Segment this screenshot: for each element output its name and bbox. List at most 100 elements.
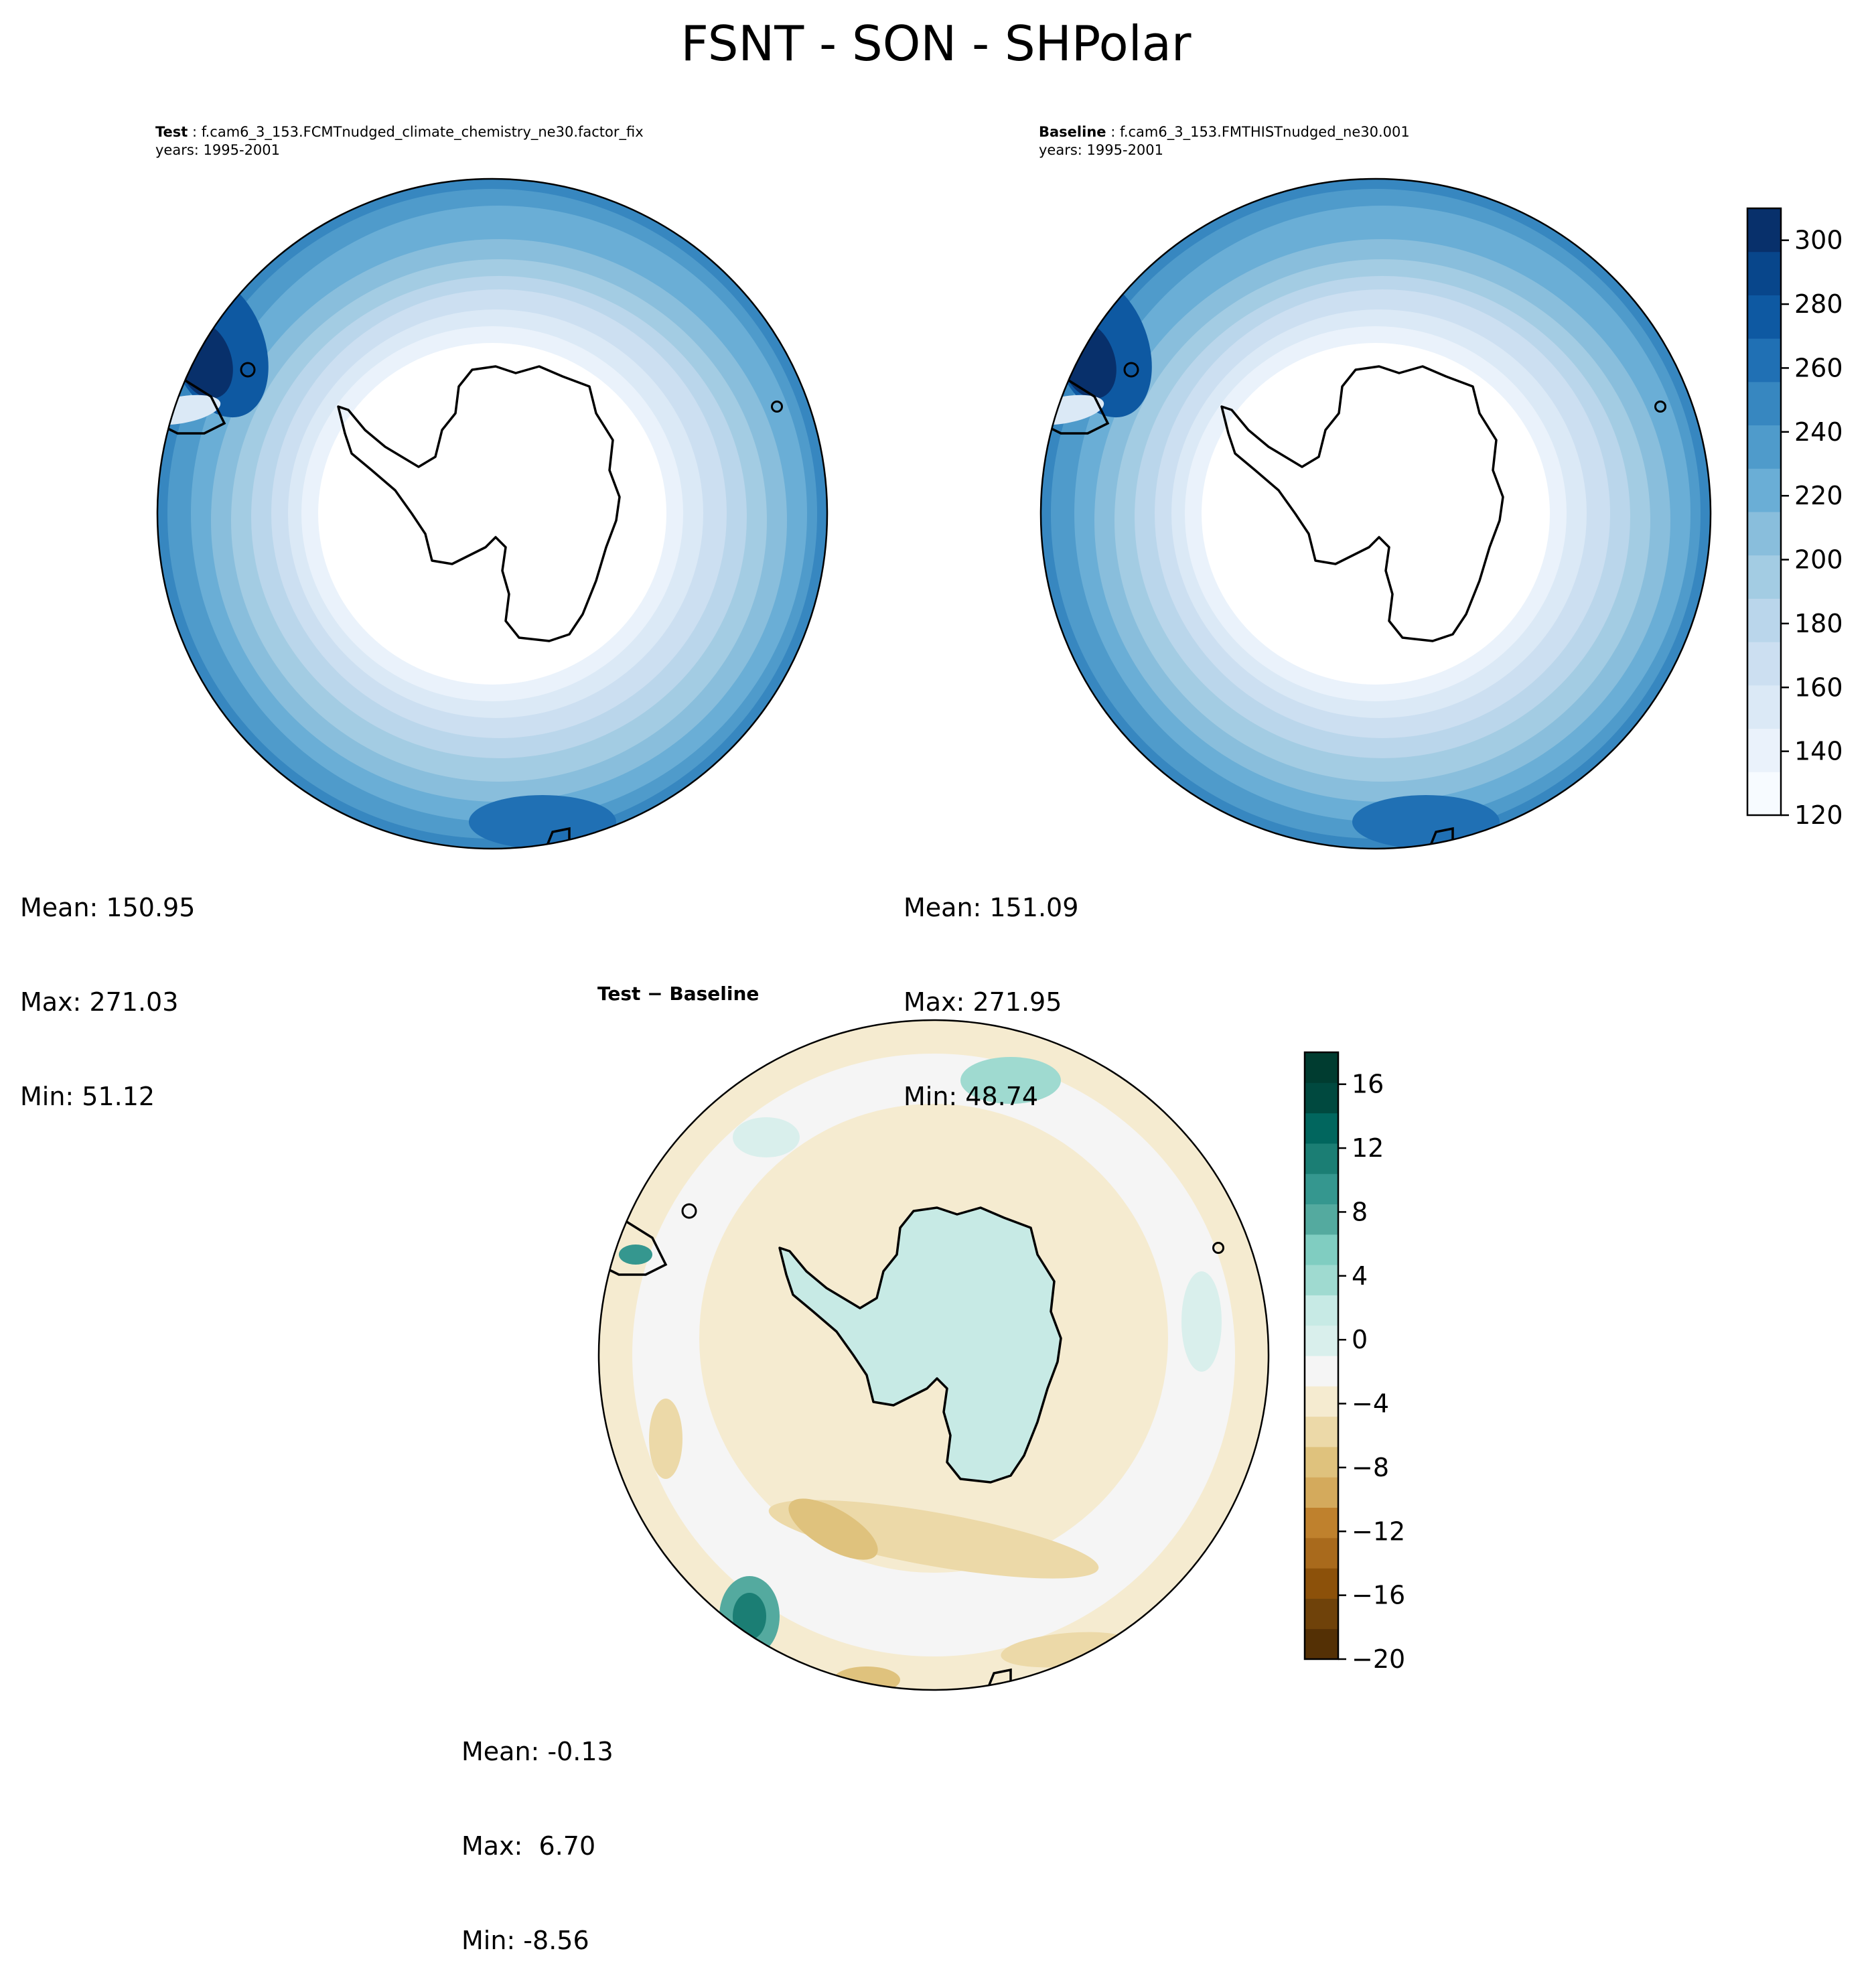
- colorbar-band-0: [1747, 772, 1781, 816]
- island-coastline: [771, 401, 783, 413]
- colorbar-band-5: [1305, 1477, 1338, 1508]
- map-boundary: [597, 1019, 1270, 1691]
- contour-band-8: [318, 343, 666, 685]
- colorbar-band-2: [1747, 685, 1781, 729]
- colorbar-band-8: [1747, 425, 1781, 469]
- colorbar-band-2: [1305, 1568, 1338, 1599]
- colorbar-tick-label: −12: [1352, 1516, 1405, 1546]
- contour-patch-2: [1352, 795, 1500, 849]
- colorbar-tick-label: 4: [1352, 1261, 1368, 1291]
- colorbar-tick-label: 200: [1794, 545, 1843, 575]
- map-boundary: [156, 178, 829, 850]
- colorbar-band-4: [1305, 1507, 1338, 1539]
- colorbar-band-19: [1305, 1052, 1338, 1083]
- baseline-min: Min: 48.74: [904, 1082, 1039, 1111]
- colorbar-tick-label: 160: [1794, 672, 1843, 702]
- colorbar-tick-label: 120: [1794, 800, 1843, 830]
- colorbar-band-12: [1747, 251, 1781, 295]
- colorbar-band-9: [1305, 1356, 1338, 1387]
- diff-panel-title: Test − Baseline: [597, 983, 760, 1005]
- test-label: Test: [155, 124, 188, 140]
- baseline-mean: Mean: 151.09: [904, 893, 1079, 922]
- island-coastline: [240, 362, 256, 378]
- island-coastline: [1123, 362, 1139, 378]
- baseline-max: Max: 271.95: [904, 987, 1062, 1017]
- contour-patch-8: [733, 1117, 800, 1157]
- colorbar-tick-label: −20: [1352, 1644, 1405, 1674]
- antarctica-coastline: [778, 1206, 1062, 1484]
- colorbar-tick-label: 8: [1352, 1197, 1368, 1226]
- colorbar-tick-label: 220: [1794, 481, 1843, 510]
- contour-patch-10: [833, 1666, 900, 1690]
- colorbar-tick-label: 260: [1794, 353, 1843, 382]
- test-min: Min: 51.12: [20, 1082, 155, 1111]
- contour-patch-5: [788, 1498, 878, 1560]
- colorbar-band-7: [1305, 1416, 1338, 1447]
- colorbar-band-7: [1747, 468, 1781, 512]
- contour-patch-9: [1181, 1271, 1222, 1372]
- colorbar-tick-label: 180: [1794, 609, 1843, 638]
- colorbar-frame: [1746, 207, 1782, 816]
- baseline-label: Baseline: [1039, 124, 1106, 140]
- island-coastline: [1212, 1242, 1224, 1254]
- colorbar-band-1: [1305, 1598, 1338, 1630]
- contour-patch-2: [469, 795, 616, 849]
- colorbar-tick-label: 16: [1352, 1070, 1384, 1099]
- colorbar-band-10: [1747, 338, 1781, 382]
- colorbar-brbg: −20 −16 −12 −8 −4 0 4 8 12 16: [1303, 1051, 1405, 1674]
- baseline-stats: Mean: 151.09 Max: 271.95 Min: 48.74: [904, 829, 1078, 1144]
- australia-coastline: [545, 827, 571, 849]
- diff-min: Min: -8.56: [461, 1926, 589, 1955]
- contour-patch-6: [649, 1399, 682, 1479]
- diff-max: Max: 6.70: [461, 1831, 596, 1861]
- test-panel-header: Test : f.cam6_3_153.FCMTnudged_climate_c…: [155, 124, 644, 158]
- colorbar-frame: [1303, 1051, 1340, 1660]
- colorbar-band-18: [1305, 1082, 1338, 1114]
- colorbar-tick-label: −8: [1352, 1453, 1389, 1482]
- colorbar-band-15: [1305, 1174, 1338, 1204]
- diff-map: [597, 1019, 1270, 1691]
- colorbar-band-11: [1305, 1295, 1338, 1326]
- island-coastline: [681, 1203, 697, 1219]
- colorbar-band-3: [1747, 642, 1781, 686]
- diff-mean: Mean: -0.13: [461, 1737, 614, 1766]
- antarctica-coastline: [337, 365, 621, 642]
- antarctica-coastline: [1220, 365, 1504, 642]
- colorbar-tick-label: 240: [1794, 417, 1843, 447]
- australia-coastline: [986, 1668, 1012, 1690]
- baseline-years: years: 1995-2001: [1039, 142, 1164, 158]
- colorbar-band-13: [1305, 1234, 1338, 1265]
- colorbar-tick-label: −16: [1352, 1581, 1405, 1610]
- colorbar-tick-label: 140: [1794, 737, 1843, 766]
- colorbar-band-4: [1747, 598, 1781, 642]
- colorbar-band-13: [1747, 208, 1781, 253]
- colorbar-band-3: [1305, 1537, 1338, 1569]
- colorbar-band-9: [1747, 381, 1781, 426]
- contour-patch-2: [960, 1057, 1061, 1104]
- colorbar-band-5: [1747, 555, 1781, 599]
- colorbar-band-12: [1305, 1265, 1338, 1295]
- contour-patch-1: [733, 1593, 766, 1640]
- colorbar-tick-label: 12: [1352, 1133, 1384, 1163]
- colorbar-band-11: [1747, 295, 1781, 339]
- test-case: f.cam6_3_153.FCMTnudged_climate_chemistr…: [201, 124, 644, 140]
- test-max: Max: 271.03: [20, 987, 179, 1017]
- figure-title: FSNT - SON - SHPolar: [680, 15, 1192, 72]
- test-years: years: 1995-2001: [155, 142, 281, 158]
- colorbar-tick-label: 280: [1794, 289, 1843, 319]
- contour-patch-3: [619, 1245, 652, 1265]
- colorbar-band-8: [1305, 1386, 1338, 1417]
- colorbar-blues: 120 140 160 180 200 220 240 260 280 300: [1746, 207, 1843, 830]
- test-mean: Mean: 150.95: [20, 893, 196, 922]
- island-coastline: [1654, 401, 1666, 413]
- australia-coastline: [1428, 827, 1454, 849]
- baseline-panel-header: Baseline : f.cam6_3_153.FMTHISTnudged_ne…: [1039, 124, 1410, 158]
- colorbar-tick-label: −4: [1352, 1389, 1389, 1419]
- map-boundary: [1039, 178, 1712, 850]
- diff-stats: Mean: -0.13 Max: 6.70 Min: -8.56: [461, 1673, 614, 1988]
- colorbar-band-6: [1305, 1446, 1338, 1478]
- colorbar-band-10: [1305, 1325, 1338, 1356]
- test-map: [156, 178, 829, 850]
- colorbar-band-0: [1305, 1628, 1338, 1660]
